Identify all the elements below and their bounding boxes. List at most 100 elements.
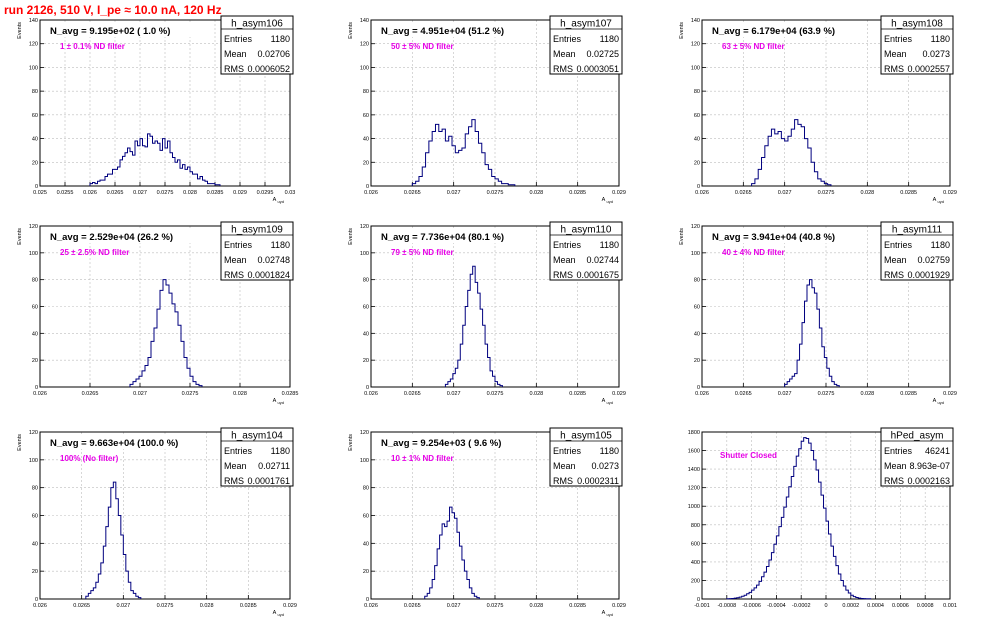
x-tick-label: 0.0265 (73, 603, 90, 609)
y-tick-label: 120 (360, 224, 369, 230)
stats-box (549, 427, 623, 487)
y-tick-label: 200 (691, 578, 700, 584)
x-axis-label: A uyd (273, 398, 284, 405)
stats-label: Entries (884, 34, 913, 44)
histogram-name: hPed_asym (891, 431, 944, 442)
x-tick-label: 0.028 (529, 391, 543, 397)
histogram-panel: 0.025 0.0255 0.026 0.0265 0.027 0.0275 0.028 0.… (17, 15, 295, 204)
y-tick-label: 0 (366, 184, 369, 190)
x-tick-label: 0.029 (283, 603, 297, 609)
y-tick-label: 80 (694, 278, 700, 284)
y-axis-label: Events (348, 434, 354, 451)
y-tick-label: 40 (32, 541, 38, 547)
y-tick-label: 0 (35, 184, 38, 190)
stats-value: 0.0002557 (907, 64, 950, 74)
x-tick-label: 0.0265 (404, 603, 421, 609)
x-tick-label: 0.028 (529, 190, 543, 196)
y-axis-label: Events (17, 434, 23, 451)
stats-value: 0.02725 (586, 49, 619, 59)
x-tick-label: -0.0002 (792, 603, 811, 609)
y-tick-label: 40 (694, 331, 700, 337)
y-tick-label: 20 (694, 358, 700, 364)
x-tick-label: 0.0265 (82, 391, 99, 397)
y-tick-label: 20 (694, 160, 700, 166)
stats-label: RMS (884, 270, 904, 280)
stats-label: Entries (884, 240, 913, 250)
stats-label: Mean (553, 461, 576, 471)
stats-label: Entries (224, 34, 253, 44)
y-tick-label: 40 (363, 137, 369, 143)
stats-box (220, 15, 294, 75)
filter-annotation: 40 ± 4% ND filter (722, 248, 785, 257)
y-tick-label: 0 (366, 385, 369, 391)
y-tick-label: 0 (35, 385, 38, 391)
y-tick-label: 140 (691, 18, 700, 24)
x-tick-label: 0.0008 (917, 603, 934, 609)
x-tick-label: 0.0285 (900, 190, 917, 196)
stats-label: Entries (553, 446, 582, 456)
stats-value: 0.0003051 (576, 64, 619, 74)
stats-label: Mean (224, 461, 247, 471)
y-tick-label: 100 (691, 65, 700, 71)
y-tick-label: 60 (32, 514, 38, 520)
y-tick-label: 100 (360, 458, 369, 464)
x-tick-label: 0.0275 (818, 190, 835, 196)
x-axis-label: A uyd (602, 197, 613, 204)
stats-label: RMS (224, 270, 244, 280)
x-tick-label: 0.026 (364, 603, 378, 609)
y-tick-label: 20 (363, 569, 369, 575)
y-tick-label: 1800 (688, 430, 700, 436)
x-tick-label: 0.0265 (404, 190, 421, 196)
title-background (708, 24, 858, 37)
stats-value: 0.0002311 (577, 476, 619, 486)
x-tick-label: -0.0006 (742, 603, 761, 609)
x-tick-label: 0.0002 (842, 603, 859, 609)
stats-value: 46241 (925, 446, 950, 456)
x-tick-label: 0.027 (447, 190, 461, 196)
y-tick-label: 40 (694, 137, 700, 143)
histogram-name: h_asym106 (231, 19, 283, 30)
histogram-series (444, 265, 503, 387)
y-tick-label: 0 (366, 597, 369, 603)
histogram-panel: 0.026 0.0265 0.027 0.0275 0.028 0.0285 0.029 0 2… (348, 221, 626, 405)
filter-annotation: 10 ± 1% ND filter (391, 454, 454, 463)
y-tick-label: 20 (32, 358, 38, 364)
stats-value: 1180 (271, 240, 290, 250)
histogram-panel: 0.026 0.0265 0.027 0.0275 0.028 0.0285 0.029 0 2… (348, 427, 626, 617)
stats-label: RMS (884, 476, 904, 486)
y-tick-label: 80 (32, 486, 38, 492)
x-tick-label: 0.027 (133, 190, 147, 196)
x-tick-label: -0.001 (694, 603, 710, 609)
x-tick-label: 0.0275 (157, 190, 174, 196)
y-tick-label: 20 (363, 358, 369, 364)
x-tick-label: 0.0275 (818, 391, 835, 397)
x-tick-label: 0.0275 (487, 603, 504, 609)
y-tick-label: 60 (363, 514, 369, 520)
y-tick-label: 60 (694, 113, 700, 119)
y-tick-label: 800 (691, 523, 700, 529)
stats-box (549, 15, 623, 75)
x-tick-label: 0.0285 (282, 391, 299, 397)
x-tick-label: 0.0285 (207, 190, 224, 196)
x-tick-label: 0.0275 (487, 391, 504, 397)
stats-label: Mean (884, 461, 907, 471)
x-tick-label: 0.0285 (569, 603, 586, 609)
x-tick-label: 0.0295 (257, 190, 274, 196)
x-tick-label: 0.028 (183, 190, 197, 196)
stats-box (880, 427, 954, 487)
x-tick-label: 0.025 (33, 190, 47, 196)
x-axis-label: A uyd (602, 610, 613, 617)
x-tick-label: 0.0265 (735, 190, 752, 196)
stats-value: 0.02748 (257, 255, 290, 265)
stats-label: RMS (553, 64, 573, 74)
y-tick-label: 80 (694, 89, 700, 95)
x-tick-label: 0.027 (133, 391, 147, 397)
y-tick-label: 80 (363, 486, 369, 492)
stats-value: 0.02706 (257, 49, 290, 59)
y-tick-label: 120 (360, 430, 369, 436)
x-tick-label: 0.0285 (900, 391, 917, 397)
x-tick-label: 0.029 (612, 603, 626, 609)
stats-label: Mean (884, 255, 907, 265)
y-axis-label: Events (348, 228, 354, 245)
